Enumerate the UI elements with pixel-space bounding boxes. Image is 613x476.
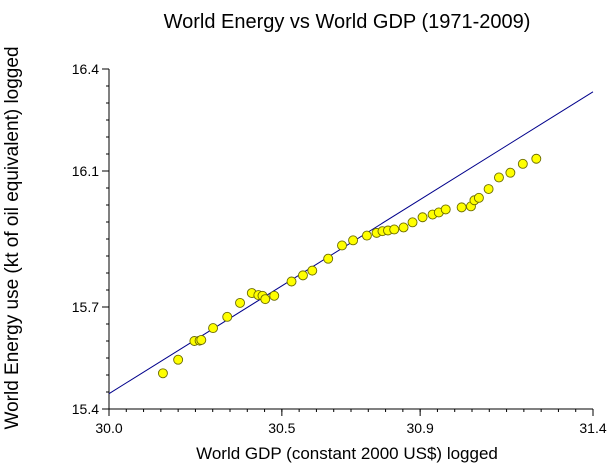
data-point: [173, 354, 184, 365]
y-tick-label: 15.4: [72, 401, 99, 417]
data-point: [222, 311, 233, 322]
chart-title: World Energy vs World GDP (1971-2009): [164, 11, 531, 33]
data-point: [286, 276, 297, 287]
data-point: [417, 212, 428, 223]
data-point: [398, 222, 409, 233]
data-point: [483, 184, 494, 194]
x-tick-label: 31.4: [579, 420, 606, 436]
data-point: [494, 172, 504, 183]
data-point: [531, 153, 542, 164]
data-point: [196, 335, 207, 345]
data-point: [307, 265, 318, 276]
data-point: [323, 253, 334, 264]
y-tick-label: 15.7: [72, 299, 99, 315]
data-point: [440, 204, 451, 215]
data-point: [337, 240, 347, 251]
data-point: [361, 230, 372, 241]
y-tick-label: 16.4: [72, 61, 99, 77]
y-tick-label: 16.1: [72, 163, 99, 179]
data-point: [407, 217, 418, 228]
data-point: [348, 235, 359, 246]
y-axis-label: World Energy use (kt of oil equivalent) …: [2, 46, 23, 429]
data-point: [297, 270, 308, 281]
x-tick-label: 30.9: [407, 420, 434, 436]
data-point: [235, 297, 245, 308]
x-axis-label: World GDP (constant 2000 US$) logged: [196, 444, 498, 463]
data-point: [157, 368, 168, 379]
data-point: [389, 224, 400, 235]
data-point: [260, 294, 271, 305]
data-point: [505, 167, 516, 178]
x-tick-label: 30.5: [268, 420, 295, 436]
data-point: [473, 192, 484, 203]
data-point: [517, 158, 528, 169]
data-point: [208, 323, 219, 334]
x-tick-label: 30.0: [95, 420, 122, 436]
data-point: [456, 202, 467, 213]
data-point: [269, 290, 280, 301]
